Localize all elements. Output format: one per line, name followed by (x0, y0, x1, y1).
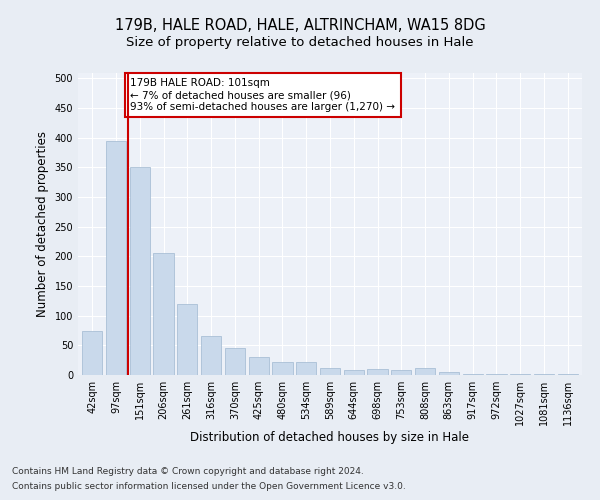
Bar (320, 368, 340, 375)
Bar (201, 336, 221, 375)
Bar (248, 357, 269, 375)
Bar (463, 374, 483, 375)
Y-axis label: Number of detached properties: Number of detached properties (36, 130, 49, 317)
Text: Size of property relative to detached houses in Hale: Size of property relative to detached ho… (126, 36, 474, 49)
Text: Contains HM Land Registry data © Crown copyright and database right 2024.: Contains HM Land Registry data © Crown c… (12, 467, 364, 476)
Bar (439, 372, 459, 375)
Bar (154, 254, 173, 375)
Bar (272, 362, 293, 375)
Bar (82, 330, 103, 375)
Bar (557, 374, 578, 375)
Bar (391, 370, 412, 375)
Bar (534, 374, 554, 375)
Bar (177, 304, 197, 375)
Bar (487, 374, 506, 375)
Text: 179B, HALE ROAD, HALE, ALTRINCHAM, WA15 8DG: 179B, HALE ROAD, HALE, ALTRINCHAM, WA15 … (115, 18, 485, 32)
Bar (415, 368, 435, 375)
Bar (367, 369, 388, 375)
Bar (344, 370, 364, 375)
Bar (106, 140, 126, 375)
Text: Contains public sector information licensed under the Open Government Licence v3: Contains public sector information licen… (12, 482, 406, 491)
Bar (510, 374, 530, 375)
Bar (225, 348, 245, 375)
X-axis label: Distribution of detached houses by size in Hale: Distribution of detached houses by size … (191, 431, 470, 444)
Text: 179B HALE ROAD: 101sqm
← 7% of detached houses are smaller (96)
93% of semi-deta: 179B HALE ROAD: 101sqm ← 7% of detached … (130, 78, 395, 112)
Bar (130, 168, 150, 375)
Bar (296, 362, 316, 375)
